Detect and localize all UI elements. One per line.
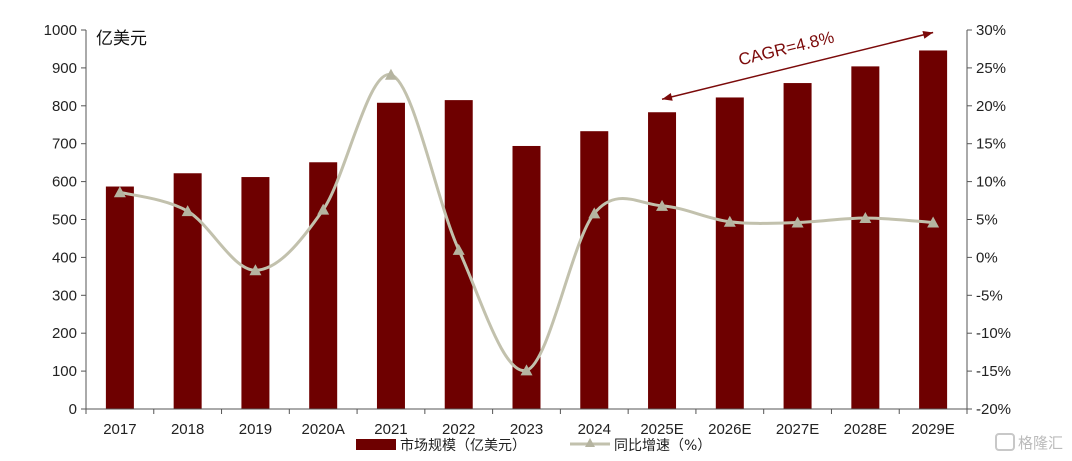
growth-marker [791, 216, 804, 228]
left-tick-label: 0 [69, 401, 77, 418]
x-tick-label: 2022 [442, 421, 475, 438]
x-tick-label: 2020A [302, 421, 345, 438]
right-tick-label: -20% [976, 401, 1011, 418]
growth-marker [859, 211, 872, 223]
right-tick-label: 15% [976, 136, 1006, 153]
growth-marker [723, 215, 736, 227]
left-axis: 0 100 200 300 400 500 600 700 800 900 1000 [44, 22, 87, 418]
right-tick-label: 0% [976, 249, 998, 266]
left-tick-label: 900 [52, 60, 77, 77]
left-tick-label: 200 [52, 325, 77, 342]
left-tick-label: 100 [52, 363, 77, 380]
right-tick-label: 20% [976, 98, 1006, 115]
line-series [113, 68, 940, 376]
left-axis-unit: 亿美元 [96, 29, 147, 49]
x-tick-label: 2023 [510, 421, 543, 438]
bar [648, 112, 677, 410]
x-tick-label: 2017 [103, 421, 136, 438]
right-tick-label: 25% [976, 60, 1006, 77]
growth-line [119, 73, 934, 372]
growth-marker [113, 186, 126, 198]
left-tick-label: 800 [52, 98, 77, 115]
bar [783, 83, 812, 409]
bar [851, 66, 880, 409]
right-tick-label: -5% [976, 287, 1003, 304]
bar [376, 102, 405, 409]
right-tick-label: 10% [976, 174, 1006, 191]
right-tick-label: 5% [976, 212, 998, 229]
bar [919, 50, 948, 409]
left-tick-label: 500 [52, 212, 77, 229]
legend-bar-label: 市场规模（亿美元） [400, 437, 526, 454]
bar [715, 97, 744, 409]
watermark-logo-icon [995, 433, 1015, 451]
cagr-arrow-head-end [922, 30, 934, 39]
legend-bar-swatch [356, 439, 396, 450]
x-tick-label: 2029E [911, 421, 954, 438]
left-tick-label: 300 [52, 287, 77, 304]
x-tick-label: 2026E [708, 421, 751, 438]
x-tick-label: 2021 [374, 421, 407, 438]
growth-marker [452, 243, 465, 255]
x-tick-label: 2019 [239, 421, 272, 438]
x-tick-label: 2018 [171, 421, 204, 438]
growth-marker [588, 207, 601, 219]
legend: 市场规模（亿美元） 同比增速（%） [356, 437, 711, 454]
growth-marker [927, 216, 940, 228]
right-tick-label: -10% [976, 325, 1011, 342]
bar [241, 177, 270, 409]
growth-marker [249, 264, 262, 276]
x-tick-label: 2024 [578, 421, 611, 438]
cagr-arrow-head-start [662, 92, 673, 101]
watermark: 格隆汇 [995, 433, 1063, 452]
bar [105, 186, 134, 409]
bar [309, 162, 338, 409]
cagr-arrow-line [661, 31, 934, 100]
cagr-label: CAGR=4.8% [737, 28, 837, 70]
left-tick-label: 700 [52, 136, 77, 153]
growth-marker [317, 203, 330, 215]
right-tick-label: 30% [976, 22, 1006, 39]
bar-series [105, 50, 948, 410]
growth-marker [520, 364, 533, 376]
left-tick-label: 1000 [44, 22, 77, 39]
x-tick-label: 2028E [844, 421, 887, 438]
left-tick-label: 600 [52, 174, 77, 191]
bar [580, 131, 609, 409]
growth-marker [181, 205, 194, 217]
right-tick-label: -15% [976, 363, 1011, 380]
growth-marker [384, 68, 397, 80]
x-tick-label: 2027E [776, 421, 819, 438]
legend-line-label: 同比增速（%） [614, 438, 711, 454]
left-tick-label: 400 [52, 249, 77, 266]
growth-marker [656, 199, 669, 211]
legend-triangle-marker [585, 438, 595, 447]
x-axis: 2017 2018 2019 2020A 2021 2022 2023 2024 2025E 20… [85, 408, 968, 438]
right-axis: -20% -15% -10% -5% 0% 5% 10% 15% 20% 25% 30% [966, 22, 1011, 418]
watermark-text: 格隆汇 [1018, 434, 1063, 452]
x-tick-label: 2025E [640, 421, 683, 438]
